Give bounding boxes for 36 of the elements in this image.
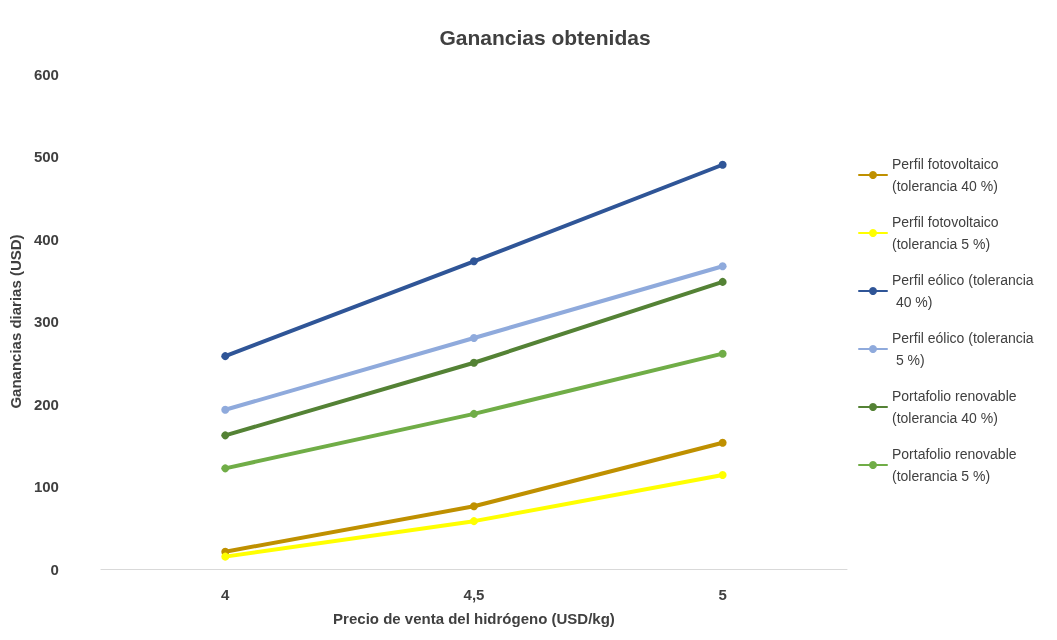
legend-label: Portafolio renovable (tolerancia 40 %) [892, 388, 1021, 426]
point [469, 502, 478, 511]
legend-label: Perfil eólico (tolerancia 5 %) [892, 330, 1034, 368]
legend-label: Portafolio renovable (tolerancia 5 %) [892, 446, 1021, 484]
x-tick-label: 4,5 [463, 586, 485, 603]
y-tick-label: 0 [50, 560, 59, 578]
point [221, 464, 230, 473]
point [469, 257, 478, 266]
chart-title: Ganancias obtenidas [439, 26, 651, 49]
point [718, 160, 727, 169]
point [469, 517, 478, 526]
point [718, 349, 727, 358]
legend-label: Perfil eólico (tolerancia 40 %) [892, 272, 1034, 310]
point [469, 358, 478, 367]
y-tick-label: 100 [33, 478, 59, 495]
point [469, 334, 478, 342]
point [718, 262, 727, 271]
point [221, 431, 230, 440]
legend-label: Perfil fotovoltaico (tolerancia 40 %) [892, 156, 1003, 194]
x-axis-title: Precio de venta del hidrógeno (USD/kg) [333, 610, 615, 627]
point [718, 438, 727, 447]
point [718, 277, 727, 286]
y-tick-label: 400 [33, 230, 59, 248]
y-tick-label: 300 [33, 313, 59, 330]
y-tick-label: 600 [33, 65, 59, 83]
point [221, 352, 230, 361]
x-tick-label: 4 [221, 586, 231, 603]
point [718, 470, 727, 479]
point [221, 552, 230, 561]
legend-label: Perfil fotovoltaico (tolerancia 5 %) [892, 214, 1003, 252]
point [221, 405, 230, 414]
y-axis-title: Ganancias diarias (USD) [7, 234, 24, 409]
y-tick-label: 500 [33, 148, 59, 165]
y-tick-label: 200 [33, 395, 59, 413]
x-tick-label: 5 [718, 586, 727, 603]
point [469, 409, 478, 418]
